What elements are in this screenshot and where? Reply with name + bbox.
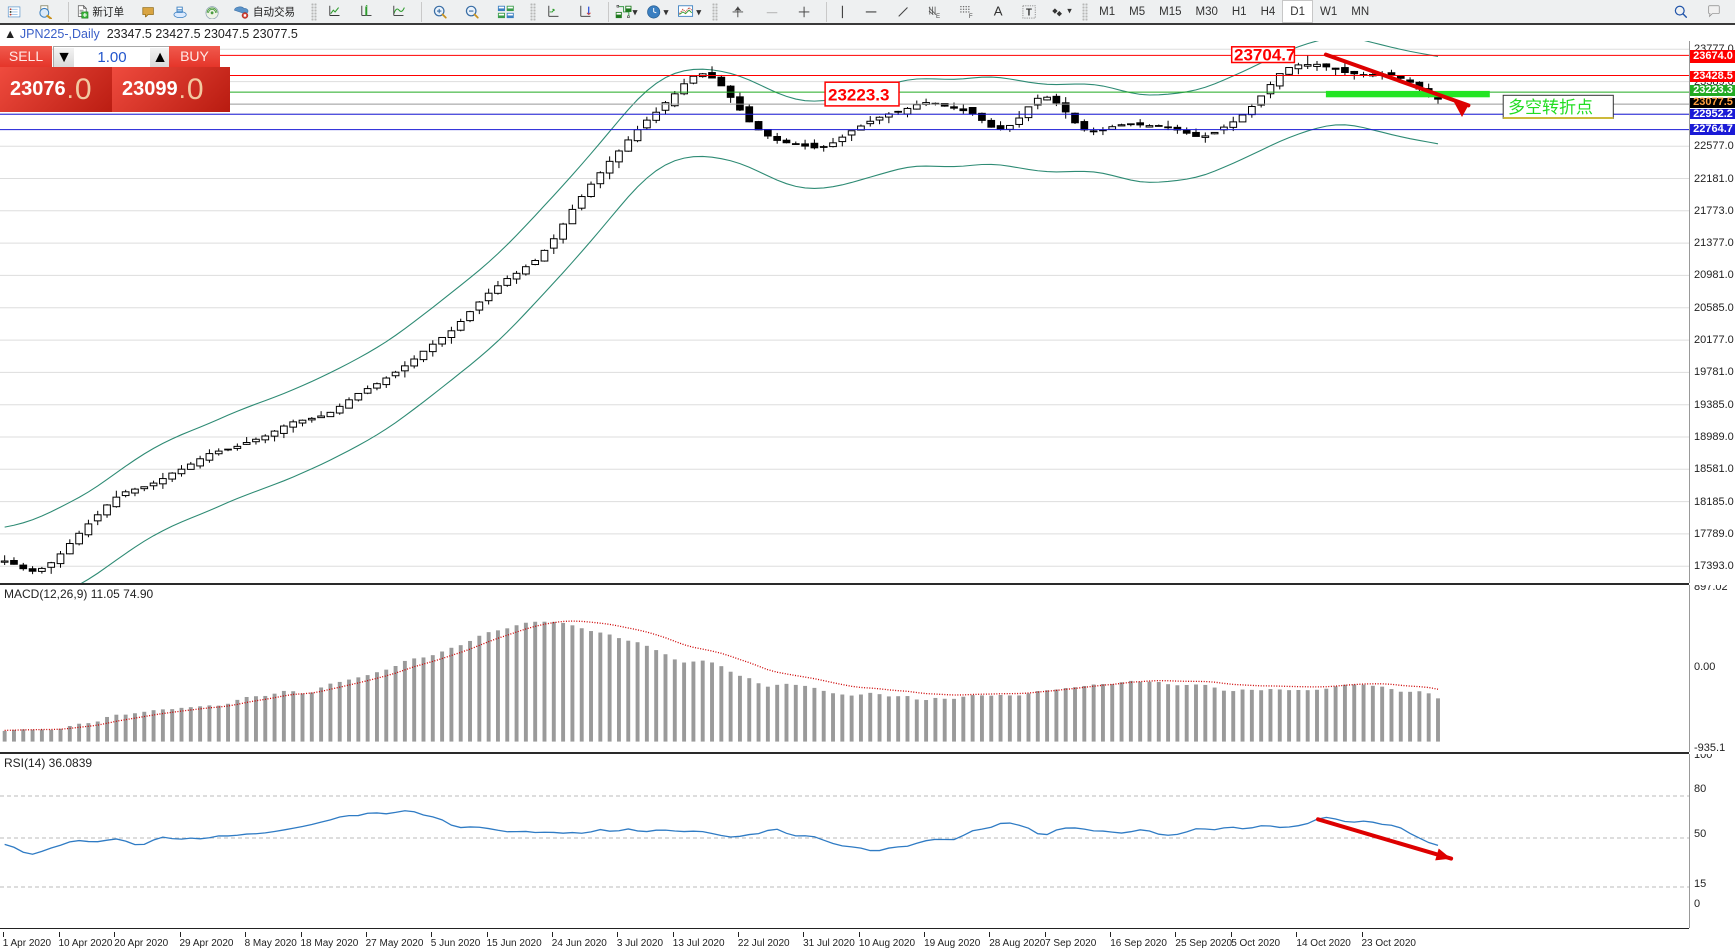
svg-text:多空转折点: 多空转折点 <box>1508 98 1593 117</box>
svg-text:23704.7: 23704.7 <box>1234 46 1295 65</box>
svg-text:F: F <box>969 13 973 19</box>
svg-text:23223.3: 23223.3 <box>828 86 889 105</box>
svg-text:T: T <box>1026 7 1032 18</box>
svg-text:E: E <box>936 13 940 19</box>
